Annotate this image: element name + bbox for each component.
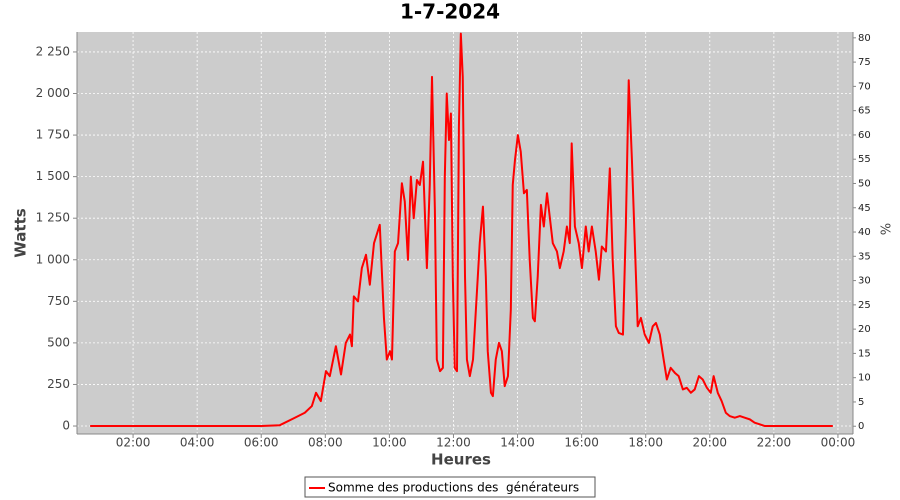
x-tick-label: 04:00 — [180, 436, 215, 450]
y-tick-label: 750 — [47, 294, 70, 308]
y-tick-label: 2 250 — [36, 44, 70, 58]
legend-label: Somme des productions des générateurs — [328, 481, 579, 495]
x-tick-label: 06:00 — [244, 436, 279, 450]
x-tick-label: 16:00 — [564, 436, 599, 450]
y2-tick-label: 60 — [858, 130, 871, 141]
y2-tick-label: 70 — [858, 81, 871, 92]
y2-tick-label: 80 — [858, 33, 871, 44]
x-tick-label: 14:00 — [500, 436, 535, 450]
y2-tick-label: 5 — [858, 397, 864, 408]
y-tick-label: 500 — [47, 335, 70, 349]
x-tick-label: 18:00 — [628, 436, 663, 450]
y2-tick-label: 35 — [858, 251, 871, 262]
y2-tick-label: 30 — [858, 276, 871, 287]
y-tick-label: 250 — [47, 377, 70, 391]
y2-tick-label: 55 — [858, 154, 871, 165]
x-tick-label: 00:00 — [821, 436, 856, 450]
y2-tick-label: 10 — [858, 373, 871, 384]
y2-axis-label: % — [877, 223, 892, 235]
y-tick-label: 1 500 — [36, 169, 70, 183]
y2-tick-label: 40 — [858, 227, 871, 238]
x-tick-label: 02:00 — [116, 436, 151, 450]
x-tick-label: 08:00 — [308, 436, 343, 450]
y-tick-label: 1 000 — [36, 252, 70, 266]
y-tick-label: 0 — [62, 419, 70, 433]
x-tick-label: 22:00 — [757, 436, 792, 450]
x-tick-label: 12:00 — [436, 436, 471, 450]
y2-tick-label: 45 — [858, 203, 871, 214]
y-axis-label: Watts — [12, 208, 30, 257]
y2-tick-label: 0 — [858, 421, 864, 432]
legend — [304, 476, 596, 498]
y2-tick-label: 75 — [858, 57, 871, 68]
y2-tick-label: 65 — [858, 106, 871, 117]
x-tick-label: 10:00 — [372, 436, 407, 450]
y-tick-label: 2 000 — [36, 86, 70, 100]
y2-tick-label: 25 — [858, 300, 871, 311]
y2-tick-label: 15 — [858, 348, 871, 359]
x-tick-label: 20:00 — [692, 436, 727, 450]
x-axis-label: Heures — [431, 451, 491, 469]
chart-title: 1-7-2024 — [400, 0, 500, 24]
y2-tick-label: 20 — [858, 324, 871, 335]
line-series — [90, 32, 833, 428]
y-tick-label: 1 250 — [36, 211, 70, 225]
y-tick-label: 1 750 — [36, 128, 70, 142]
y2-tick-label: 50 — [858, 178, 871, 189]
